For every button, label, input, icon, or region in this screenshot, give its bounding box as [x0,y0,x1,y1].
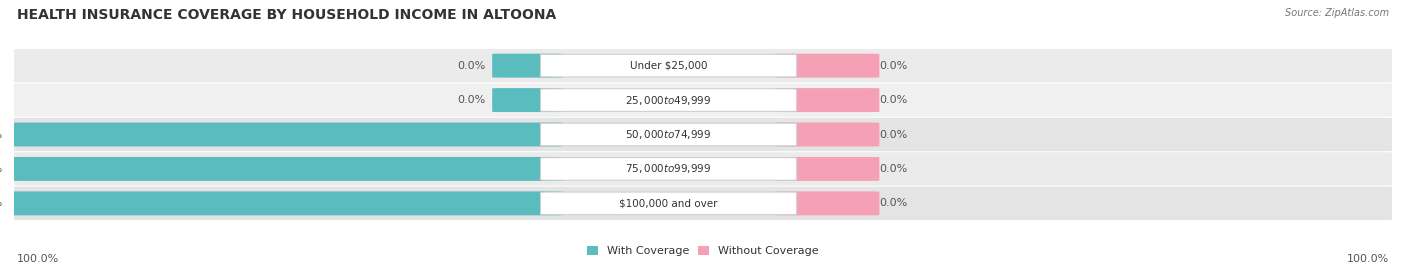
FancyBboxPatch shape [775,191,879,215]
Text: $50,000 to $74,999: $50,000 to $74,999 [626,128,711,141]
Text: 100.0%: 100.0% [0,129,3,140]
FancyBboxPatch shape [492,88,562,112]
FancyBboxPatch shape [492,54,562,78]
FancyBboxPatch shape [14,152,1392,186]
FancyBboxPatch shape [775,54,879,78]
Text: Source: ZipAtlas.com: Source: ZipAtlas.com [1285,8,1389,18]
FancyBboxPatch shape [540,123,797,146]
Text: 100.0%: 100.0% [0,164,3,174]
Text: 100.0%: 100.0% [17,254,59,264]
FancyBboxPatch shape [540,158,797,180]
Text: 100.0%: 100.0% [1347,254,1389,264]
FancyBboxPatch shape [10,157,562,181]
Text: HEALTH INSURANCE COVERAGE BY HOUSEHOLD INCOME IN ALTOONA: HEALTH INSURANCE COVERAGE BY HOUSEHOLD I… [17,8,557,22]
Text: 0.0%: 0.0% [879,198,908,208]
Text: 0.0%: 0.0% [879,95,908,105]
Legend: With Coverage, Without Coverage: With Coverage, Without Coverage [582,242,824,261]
Text: 0.0%: 0.0% [457,95,485,105]
Text: $25,000 to $49,999: $25,000 to $49,999 [626,94,711,107]
Text: 0.0%: 0.0% [457,61,485,71]
FancyBboxPatch shape [775,157,879,181]
FancyBboxPatch shape [10,191,562,215]
FancyBboxPatch shape [540,89,797,111]
FancyBboxPatch shape [14,49,1392,82]
FancyBboxPatch shape [14,187,1392,220]
FancyBboxPatch shape [14,118,1392,151]
Text: 0.0%: 0.0% [879,129,908,140]
Text: 0.0%: 0.0% [879,164,908,174]
FancyBboxPatch shape [14,83,1392,117]
FancyBboxPatch shape [540,192,797,215]
FancyBboxPatch shape [775,122,879,147]
Text: 100.0%: 100.0% [0,198,3,208]
FancyBboxPatch shape [775,88,879,112]
Text: $100,000 and over: $100,000 and over [619,198,718,208]
Text: 0.0%: 0.0% [879,61,908,71]
FancyBboxPatch shape [540,54,797,77]
Text: $75,000 to $99,999: $75,000 to $99,999 [626,162,711,175]
FancyBboxPatch shape [10,122,562,147]
Text: Under $25,000: Under $25,000 [630,61,707,71]
